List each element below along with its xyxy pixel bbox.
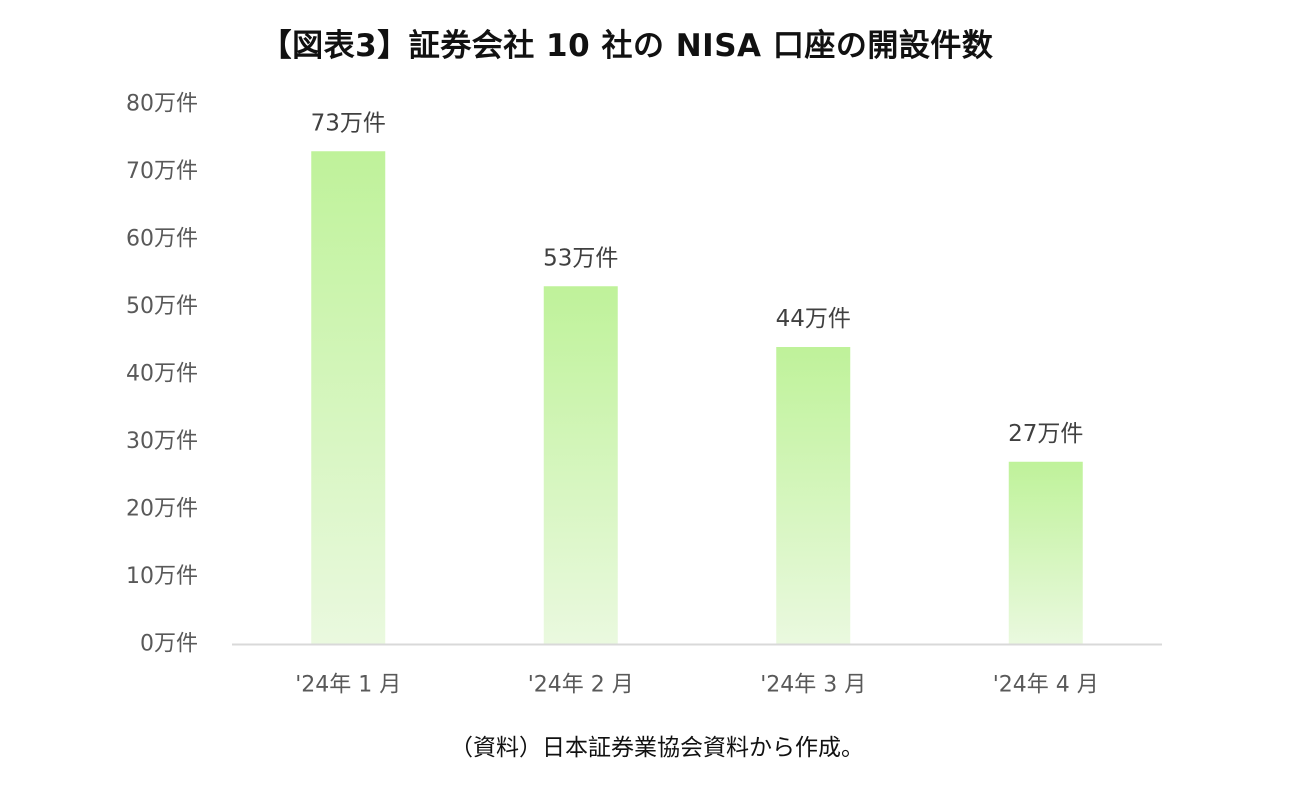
bar xyxy=(543,286,618,644)
data-label: 44万件 xyxy=(776,306,851,332)
data-label: 53万件 xyxy=(543,245,618,271)
x-axis: '24年 1 月 '24年 2 月 '24年 3 月 '24年 4 月 xyxy=(232,643,1162,698)
source-note: （資料）日本証券業協会資料から作成。 xyxy=(0,726,1302,770)
y-tick-label: 20万件 xyxy=(126,497,198,522)
y-tick-label: 80万件 xyxy=(126,92,198,117)
bars xyxy=(311,151,1083,644)
x-tick-label: '24年 1 月 xyxy=(295,673,401,698)
y-tick-label: 30万件 xyxy=(126,429,198,454)
y-axis: 0万件 10万件 20万件 30万件 40万件 50万件 60万件 70万件 80万件 xyxy=(126,92,198,657)
x-tick-label: '24年 3 月 xyxy=(760,673,866,698)
y-tick-label: 70万件 xyxy=(126,159,198,184)
y-tick-label: 0万件 xyxy=(140,632,198,657)
x-tick-label: '24年 4 月 xyxy=(993,673,1099,698)
y-tick-label: 40万件 xyxy=(126,362,198,387)
bar xyxy=(1008,461,1083,644)
chart-title: 【図表3】証券会社 10 社の NISA 口座の開設件数 xyxy=(0,22,1302,70)
data-label: 73万件 xyxy=(311,110,386,136)
source-note-text: （資料）日本証券業協会資料から作成。 xyxy=(450,735,864,761)
y-tick-label: 50万件 xyxy=(126,294,198,319)
data-label: 27万件 xyxy=(1008,421,1083,447)
x-tick-label: '24年 2 月 xyxy=(528,673,634,698)
bar xyxy=(776,347,851,644)
y-tick-label: 10万件 xyxy=(126,564,198,589)
data-labels: 73万件 53万件 44万件 27万件 xyxy=(311,110,1084,447)
bar xyxy=(311,151,386,644)
y-tick-label: 60万件 xyxy=(126,227,198,252)
chart-title-text: 【図表3】証券会社 10 社の NISA 口座の開設件数 xyxy=(260,28,994,64)
